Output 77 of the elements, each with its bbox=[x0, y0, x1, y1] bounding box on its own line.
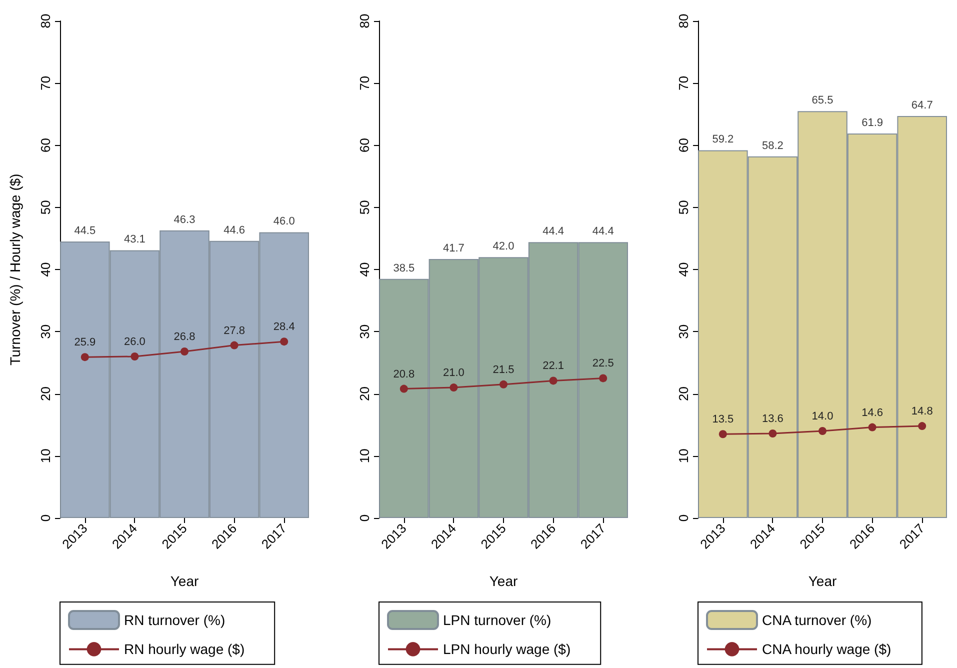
data-label: 13.6 bbox=[762, 413, 784, 426]
point bbox=[230, 341, 238, 350]
data-label: 44.4 bbox=[592, 226, 614, 238]
data-label: 14.0 bbox=[812, 410, 834, 423]
y-axis-title: Turnover (%) / Hourly wage ($) bbox=[7, 174, 23, 366]
data-label: 26.0 bbox=[124, 336, 146, 348]
y-tick-label: 40 bbox=[38, 262, 53, 277]
y-tick-label: 80 bbox=[357, 14, 372, 28]
data-label: 65.5 bbox=[812, 94, 834, 107]
y-tick-label: 70 bbox=[676, 76, 691, 90]
y-tick-label: 40 bbox=[676, 262, 691, 277]
y-tick-label: 20 bbox=[676, 386, 691, 401]
y-tick-label: 50 bbox=[38, 200, 53, 215]
point bbox=[450, 384, 458, 392]
y-tick-label: 10 bbox=[676, 448, 691, 464]
x-axis-title: Year bbox=[808, 573, 837, 589]
data-label: 46.0 bbox=[273, 216, 295, 228]
data-label: 21.5 bbox=[492, 364, 514, 376]
point bbox=[599, 374, 608, 382]
data-label: 41.7 bbox=[442, 242, 464, 254]
y-tick-label: 30 bbox=[357, 324, 372, 339]
y-tick-label: 80 bbox=[676, 14, 691, 28]
data-label: 25.9 bbox=[74, 336, 96, 349]
y-tick-label: 20 bbox=[357, 386, 372, 401]
data-label: 44.6 bbox=[224, 224, 246, 236]
data-label: 46.3 bbox=[174, 214, 196, 226]
point bbox=[549, 376, 558, 385]
legend-label: RN hourly wage ($) bbox=[124, 641, 245, 658]
y-tick-label: 20 bbox=[38, 386, 53, 401]
data-label: 27.8 bbox=[224, 324, 246, 337]
x-axis-title: Year bbox=[489, 573, 518, 589]
data-label: 42.0 bbox=[492, 240, 514, 253]
data-label: 21.0 bbox=[442, 367, 464, 380]
x-axis-title: Year bbox=[170, 573, 199, 589]
point bbox=[180, 348, 188, 356]
point bbox=[500, 380, 508, 388]
data-label: 58.2 bbox=[762, 140, 784, 152]
y-tick-label: 0 bbox=[38, 514, 53, 522]
y-tick-label: 10 bbox=[357, 448, 372, 464]
data-label: 14.8 bbox=[911, 406, 933, 418]
data-label: 28.4 bbox=[273, 321, 295, 334]
y-tick-label: 50 bbox=[676, 200, 691, 215]
y-tick-label: 70 bbox=[38, 76, 53, 90]
legend-label: CNA hourly wage ($) bbox=[762, 641, 892, 658]
legend-label: LPN turnover (%) bbox=[443, 612, 552, 628]
y-tick-label: 30 bbox=[676, 324, 691, 339]
y-tick-label: 60 bbox=[357, 138, 372, 152]
data-label: 22.1 bbox=[542, 360, 564, 372]
point bbox=[80, 353, 89, 362]
data-label: 44.5 bbox=[74, 225, 96, 238]
point bbox=[280, 338, 288, 346]
legend-label: RN turnover (%) bbox=[124, 612, 226, 628]
y-tick-label: 30 bbox=[38, 324, 53, 339]
y-tick-label: 50 bbox=[357, 200, 372, 215]
data-label: 20.8 bbox=[393, 368, 415, 380]
y-tick-label: 40 bbox=[357, 262, 372, 277]
y-tick-label: 0 bbox=[676, 514, 691, 522]
y-tick-label: 10 bbox=[38, 448, 53, 464]
data-label: 22.5 bbox=[592, 358, 614, 370]
data-label: 14.6 bbox=[862, 406, 884, 419]
y-tick-label: 60 bbox=[38, 138, 53, 152]
data-label: 59.2 bbox=[712, 134, 734, 146]
data-label: 44.4 bbox=[542, 226, 564, 238]
data-label: 61.9 bbox=[862, 116, 884, 129]
data-label: 26.8 bbox=[174, 331, 196, 344]
y-tick-label: 70 bbox=[357, 76, 372, 90]
point bbox=[400, 384, 408, 393]
legend-label: CNA turnover (%) bbox=[762, 612, 872, 628]
data-label: 43.1 bbox=[124, 234, 146, 246]
y-tick-label: 80 bbox=[38, 14, 53, 28]
data-label: 64.7 bbox=[911, 100, 933, 112]
point bbox=[130, 352, 139, 360]
data-label: 38.5 bbox=[393, 262, 415, 274]
y-tick-label: 60 bbox=[676, 138, 691, 152]
y-tick-label: 0 bbox=[357, 514, 372, 522]
data-label: 13.5 bbox=[712, 414, 734, 426]
legend-label: LPN hourly wage ($) bbox=[443, 641, 571, 658]
